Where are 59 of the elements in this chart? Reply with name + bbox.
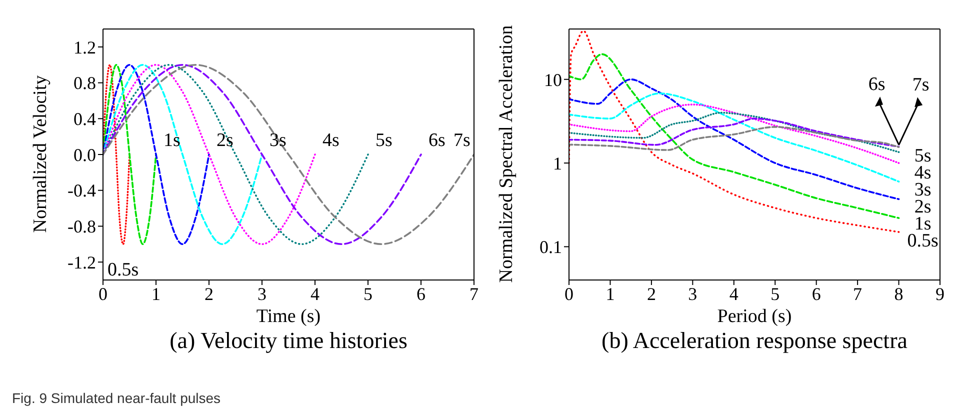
y-tick-label: 0.1 (540, 237, 562, 258)
x-tick-label: 0 (98, 284, 108, 304)
x-tick-label: 3 (688, 284, 698, 304)
annotation: 3s (270, 130, 286, 151)
annotation: 7s (454, 130, 470, 151)
annotation: 5s (376, 130, 392, 151)
text: (b) Acceleration response spectra (600, 328, 908, 354)
x-tick-label: 4 (310, 284, 320, 304)
annotation: 7s (912, 74, 930, 96)
line-series (103, 64, 157, 246)
annotation: 0.5s (108, 260, 139, 281)
y-tick-label: 0.4 (74, 109, 96, 130)
line-series (569, 118, 900, 148)
line-series (103, 64, 316, 246)
y-tick-label: 0.0 (74, 144, 96, 165)
y-tick-label: -0.4 (68, 180, 96, 201)
x-tick-label: 6 (812, 284, 821, 304)
x-tick-label: 7 (853, 284, 862, 304)
x-tick-label: 1 (606, 284, 615, 304)
line-series (569, 30, 900, 233)
annotation: 4s (322, 130, 340, 151)
line-series (103, 64, 210, 246)
annotation: 1s (164, 130, 180, 151)
x-tick-label: 8 (894, 284, 904, 304)
y-tick-label: 0.8 (74, 73, 96, 94)
x-tick-label: 5 (770, 284, 780, 304)
annotation: 2s (216, 130, 234, 151)
y-tick-label: -1.2 (68, 252, 96, 272)
x-tick-label: 5 (364, 284, 372, 304)
y-tick-label: 1 (553, 153, 562, 174)
x-tick-label: 9 (936, 284, 944, 304)
x-tick-label: 2 (204, 284, 214, 304)
y-tick-label: 1.2 (74, 37, 96, 58)
annotation: 6s (428, 130, 446, 151)
x-axis-title: Period (s) (716, 306, 793, 328)
line-series (569, 104, 900, 164)
x-tick-label: 7 (470, 284, 478, 304)
x-tick-label: 2 (646, 284, 656, 304)
line-series (569, 92, 900, 182)
x-tick-label: 6 (416, 284, 426, 304)
y-axis-title: Normalized Spectral Acceleration (495, 24, 518, 285)
y-axis-title: Normalized Velocity (29, 74, 52, 235)
line-series (103, 64, 130, 246)
line-series (103, 64, 369, 246)
line-series (569, 78, 900, 200)
text: (a) Velocity time histories (168, 328, 408, 354)
caption: Fig. 9 Simulated near-fault pulses (12, 390, 221, 406)
line-series (103, 64, 263, 246)
annotation: 6s (868, 74, 886, 96)
x-tick-label: 4 (729, 284, 738, 304)
x-tick-label: 0 (564, 284, 574, 304)
line-series (569, 112, 900, 154)
y-tick-label: -0.8 (68, 216, 96, 237)
y-tick-label: 10 (544, 70, 562, 90)
x-tick-label: 3 (258, 284, 266, 304)
x-axis-title: Time (s) (255, 306, 322, 328)
line-series (569, 53, 900, 219)
line-series (569, 126, 900, 151)
x-tick-label: 1 (152, 284, 160, 304)
